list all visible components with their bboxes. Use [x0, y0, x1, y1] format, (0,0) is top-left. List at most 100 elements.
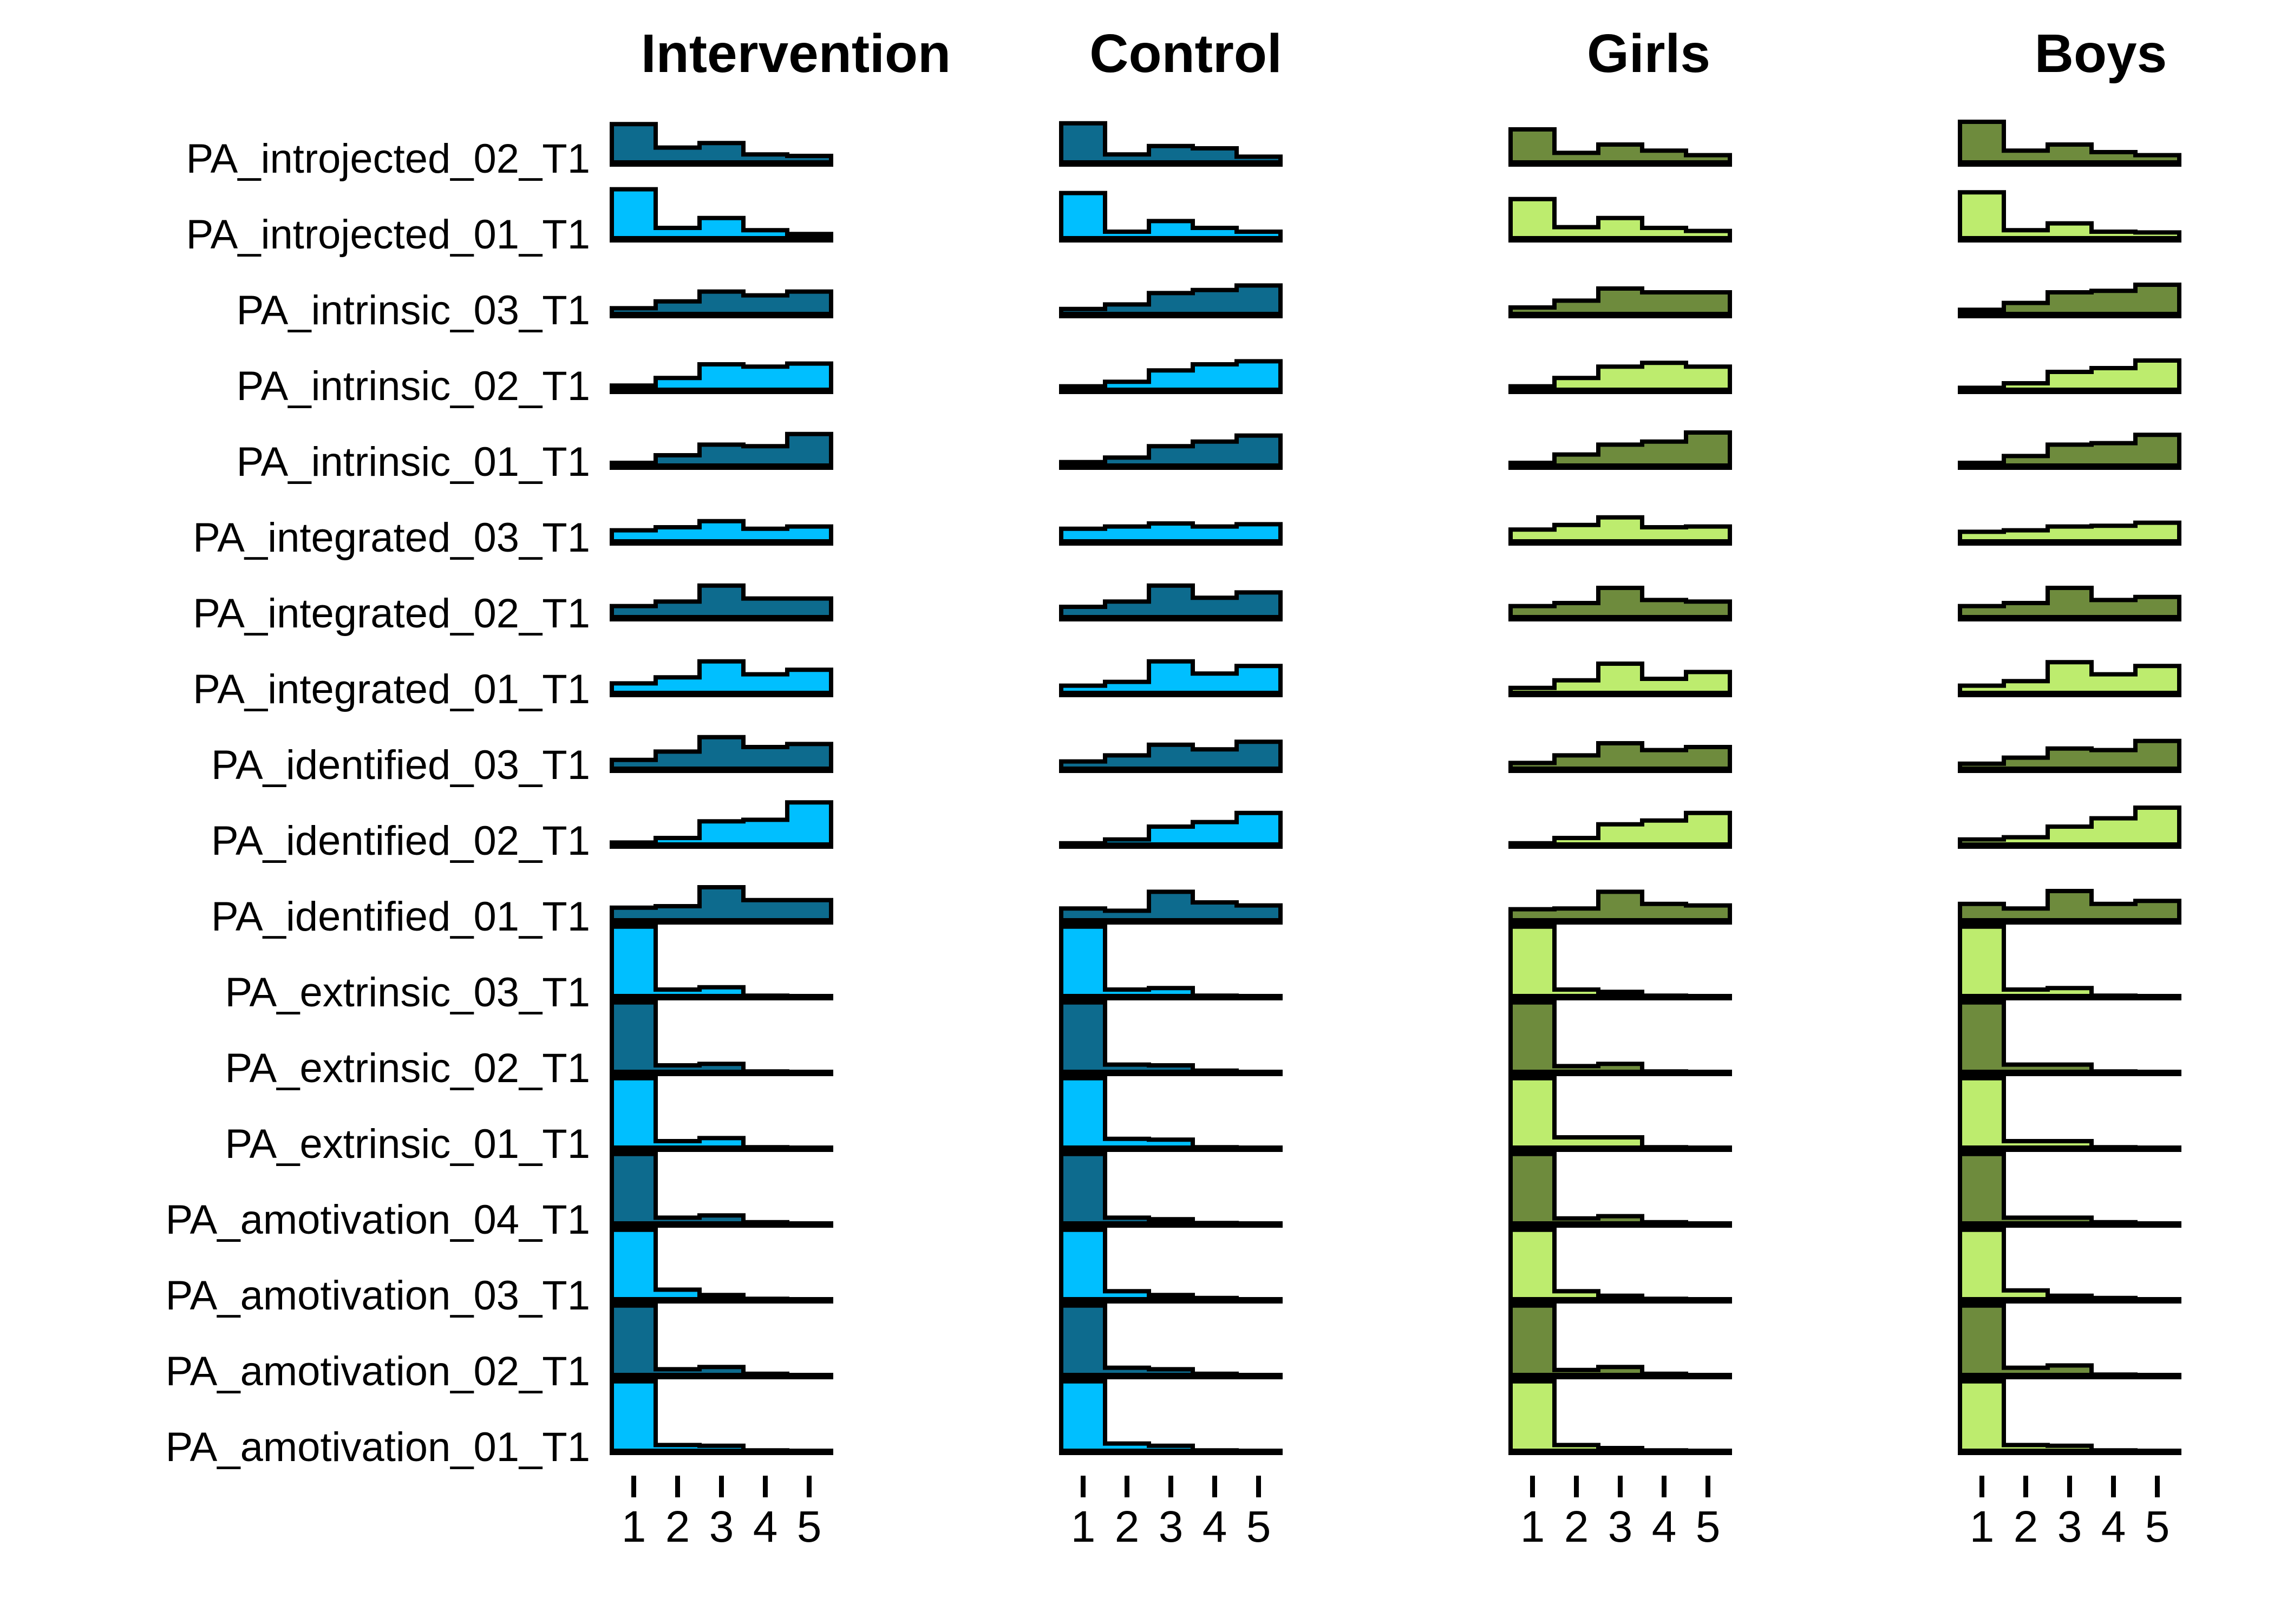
histogram-cell-boys-pa_extrinsic_02_t1: [1958, 997, 2181, 1076]
histogram-outline: [1508, 515, 1732, 545]
histogram-outline: [1059, 359, 1283, 393]
histogram-outline: [1059, 924, 1283, 999]
histogram-outline: [610, 659, 833, 696]
axis-tick-label: 5: [1246, 1502, 1271, 1551]
histogram-shape: [1958, 1076, 2181, 1152]
histogram-cell-boys-pa_extrinsic_03_t1: [1958, 921, 2181, 1000]
histogram-cell-intervention-pa_extrinsic_01_t1: [610, 1073, 833, 1152]
histogram-outline: [1059, 739, 1283, 772]
histogram-cell-girls-pa_extrinsic_01_t1: [1508, 1073, 1732, 1152]
histogram-cell-girls-pa_amotivation_03_t1: [1508, 1224, 1732, 1304]
column-header-boys: Boys: [2034, 23, 2167, 84]
row-label: PA_introjected_02_T1: [186, 136, 590, 182]
histogram-outline: [1958, 1227, 2181, 1302]
histogram-outline: [610, 1303, 833, 1378]
row-label: PA_integrated_02_T1: [193, 591, 590, 637]
histogram-outline: [610, 1000, 833, 1075]
histogram-cell-control-pa_extrinsic_03_t1: [1059, 921, 1283, 1000]
histogram-cell-boys-pa_integrated_02_t1: [1958, 542, 2181, 621]
histogram-cell-intervention-pa_amotivation_04_t1: [610, 1149, 833, 1228]
histogram-outline: [1508, 197, 1732, 241]
histogram-shape: [610, 431, 833, 470]
histogram-cell-boys-pa_introjected_02_t1: [1958, 88, 2181, 167]
axis-tick-label: 1: [1520, 1502, 1545, 1551]
histogram-outline: [1059, 1076, 1283, 1151]
histogram-row: PA_intrinsic_01_T1: [0, 391, 2274, 485]
histogram-outline: [610, 583, 833, 620]
histogram-cell-girls-pa_integrated_03_t1: [1508, 467, 1732, 546]
histogram-row: PA_identified_03_T1: [0, 694, 2274, 788]
axis-tick-label: 3: [2057, 1502, 2082, 1551]
histogram-shape: [1958, 1000, 2181, 1076]
histogram-cell-control-pa_extrinsic_01_t1: [1059, 1073, 1283, 1152]
histogram-cell-intervention-pa_identified_03_t1: [610, 694, 833, 773]
histogram-cell-boys-pa_integrated_03_t1: [1958, 467, 2181, 546]
histogram-cell-girls-pa_identified_02_t1: [1508, 770, 1732, 849]
histogram-shape: [1958, 586, 2181, 621]
histogram-shape: [1508, 810, 1732, 849]
histogram-outline: [610, 187, 833, 241]
histogram-cell-girls-pa_intrinsic_02_t1: [1508, 315, 1732, 394]
histogram-shape: [1958, 924, 2181, 1000]
histogram-shape: [1059, 739, 1283, 773]
histogram-cell-intervention-pa_integrated_01_t1: [610, 618, 833, 697]
histogram-shape: [1508, 741, 1732, 773]
axis-tick-label: 5: [1695, 1502, 1721, 1551]
histogram-outline: [1508, 741, 1732, 772]
histogram-cell-control-pa_identified_01_t1: [1059, 846, 1283, 925]
axis-tick-label: 1: [621, 1502, 646, 1551]
histogram-shape: [1958, 433, 2181, 470]
histogram-outline: [1059, 1379, 1283, 1454]
histogram-shape: [1508, 1000, 1732, 1076]
histogram-row: PA_amotivation_02_T1: [0, 1300, 2274, 1394]
histogram-cell-control-pa_intrinsic_02_t1: [1059, 315, 1283, 394]
histogram-outline: [610, 519, 833, 545]
axis-tick: [675, 1476, 680, 1497]
histogram-cell-boys-pa_amotivation_02_t1: [1958, 1300, 2181, 1379]
histogram-cell-girls-pa_amotivation_04_t1: [1508, 1149, 1732, 1228]
histogram-cell-control-pa_integrated_02_t1: [1059, 542, 1283, 621]
histogram-cell-boys-pa_amotivation_01_t1: [1958, 1376, 2181, 1455]
axis-tick: [2111, 1476, 2116, 1497]
histogram-outline: [1059, 889, 1283, 924]
histogram-cell-intervention-pa_amotivation_01_t1: [610, 1376, 833, 1455]
histogram-cell-intervention-pa_intrinsic_03_t1: [610, 239, 833, 318]
histogram-shape: [1958, 806, 2181, 849]
histogram-shape: [1508, 515, 1732, 546]
histogram-shape: [1059, 1000, 1283, 1076]
histogram-cell-boys-pa_identified_01_t1: [1958, 846, 2181, 925]
histogram-shape: [610, 289, 833, 318]
histogram-outline: [1958, 738, 2181, 772]
histogram-shape: [1958, 1379, 2181, 1455]
histogram-shape: [1508, 889, 1732, 925]
histogram-shape: [1059, 1076, 1283, 1152]
histogram-row: PA_introjected_01_T1: [0, 163, 2274, 258]
histogram-shape: [1059, 121, 1283, 167]
axis-tick-label: 3: [1608, 1502, 1633, 1551]
axis-tick-label: 1: [1070, 1502, 1096, 1551]
histogram-row: PA_extrinsic_03_T1: [0, 921, 2274, 1016]
histogram-cell-girls-pa_extrinsic_02_t1: [1508, 997, 1732, 1076]
histogram-shape: [1958, 120, 2181, 167]
histogram-shape: [610, 122, 833, 167]
axis-tick-label: 4: [2101, 1502, 2126, 1551]
histogram-row: PA_intrinsic_03_T1: [0, 239, 2274, 333]
row-label: PA_intrinsic_02_T1: [236, 363, 590, 409]
histogram-outline: [1508, 1076, 1732, 1151]
row-label: PA_amotivation_04_T1: [165, 1197, 590, 1243]
histogram-outline: [610, 924, 833, 999]
histogram-row: PA_amotivation_04_T1: [0, 1149, 2274, 1243]
histogram-cell-intervention-pa_integrated_03_t1: [610, 467, 833, 546]
histogram-shape: [1059, 521, 1283, 546]
histogram-row: PA_identified_02_T1: [0, 770, 2274, 864]
histogram-cell-intervention-pa_extrinsic_03_t1: [610, 921, 833, 1000]
axis-tick: [1168, 1476, 1173, 1497]
row-label: PA_integrated_03_T1: [193, 515, 590, 561]
histogram-shape: [1059, 1379, 1283, 1455]
axis-tick: [1979, 1476, 1984, 1497]
histogram-row: PA_integrated_02_T1: [0, 542, 2274, 637]
histogram-outline: [1059, 1303, 1283, 1378]
